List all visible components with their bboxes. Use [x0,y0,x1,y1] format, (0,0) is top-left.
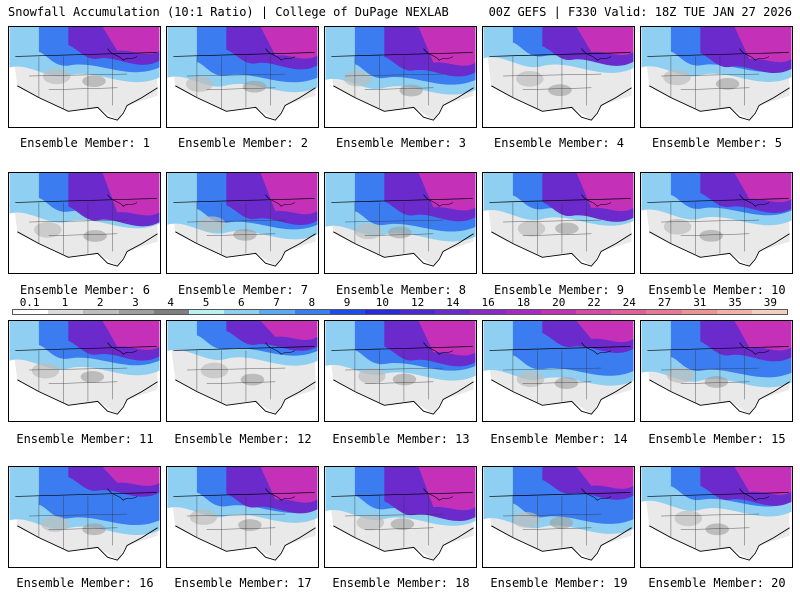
ensemble-member-label: Ensemble Member: 20 [648,576,786,590]
legend-tick-label: 16 [481,296,495,309]
ensemble-member-label: Ensemble Member: 19 [490,576,628,590]
legend-swatch [13,310,49,314]
ensemble-map-panel [166,26,319,128]
ensemble-member-label: Ensemble Member: 14 [490,432,628,446]
legend-swatch [188,310,225,314]
legend-swatch [681,310,717,314]
ensemble-map-panel [166,320,319,422]
legend-tick-label: 0.1 [19,296,40,309]
ensemble-map-panel [482,172,635,274]
legend-tick-label: 14 [446,296,460,309]
ensemble-map-panel [8,26,161,128]
ensemble-member-label: Ensemble Member: 10 [648,283,786,297]
legend-tick-label: 27 [657,296,672,309]
ensemble-member-label: Ensemble Member: 5 [651,136,783,150]
ensemble-member-label: Ensemble Member: 15 [648,432,786,446]
legend-swatch [751,310,788,314]
ensemble-map-panel [482,26,635,128]
run-valid-time: 00Z GEFS | F330 Valid: 18Z TUE JAN 27 20… [488,5,792,19]
ensemble-member-label: Ensemble Member: 6 [19,283,151,297]
header: Snowfall Accumulation (10:1 Ratio) | Col… [0,0,800,24]
legend-swatch [224,310,260,314]
legend-swatch [576,310,612,314]
ensemble-map-panel [166,466,319,568]
ensemble-member-label: Ensemble Member: 11 [16,432,154,446]
legend-tick-label: 22 [587,296,601,309]
legend-tick-label: 10 [375,296,389,309]
legend-swatch [118,310,154,314]
ensemble-map-panel [640,172,793,274]
legend-swatch [153,310,189,314]
snowfall-color-legend: 0.1 1 2 3 4 5 6 7 8 9 10 12 14 16 18 20 22 24 27 31 35 39 [8,296,792,318]
ensemble-map-panel [166,172,319,274]
ensemble-map-panel [640,26,793,128]
ensemble-map-panel [482,466,635,568]
legend-tick-label: 7 [273,296,280,309]
legend-tick-label: 35 [728,296,742,309]
ensemble-member-label: Ensemble Member: 8 [335,283,467,297]
legend-tick-label: 1 [61,296,69,309]
legend-swatch [294,310,330,314]
legend-swatch [435,310,471,314]
ensemble-member-label: Ensemble Member: 3 [335,136,467,150]
ensemble-member-label: Ensemble Member: 9 [493,283,625,297]
chart-title: Snowfall Accumulation (10:1 Ratio) | Col… [8,5,449,19]
legend-tick-label: 24 [622,296,636,309]
ensemble-member-label: Ensemble Member: 2 [177,136,309,150]
ensemble-map-panel [324,320,477,422]
ensemble-map-panel [8,172,161,274]
legend-swatch [48,310,84,314]
legend-swatch [364,310,401,314]
ensemble-map-panel [8,466,161,568]
legend-swatch [329,310,365,314]
legend-tick-label: 20 [552,296,566,309]
legend-tick-label: 31 [693,296,707,309]
legend-swatch [470,310,506,314]
ensemble-member-label: Ensemble Member: 13 [332,432,470,446]
legend-swatch [505,310,541,314]
ensemble-map-panel [640,320,793,422]
legend-tick-label: 4 [167,296,175,309]
legend-tick-label: 8 [308,296,316,309]
legend-swatch [646,310,682,314]
ensemble-member-label: Ensemble Member: 4 [493,136,625,150]
legend-tick-label: 39 [763,296,777,309]
legend-swatch [259,310,295,314]
legend-tick-label: 12 [411,296,425,309]
ensemble-map-panel [324,466,477,568]
ensemble-member-label: Ensemble Member: 12 [174,432,312,446]
ensemble-map-panel [324,172,477,274]
legend-tick-label: 2 [96,296,104,309]
ensemble-member-label: Ensemble Member: 1 [19,136,151,150]
legend-tick-label: 18 [516,296,531,309]
legend-tick-label: 5 [202,296,210,309]
ensemble-member-label: Ensemble Member: 17 [174,576,312,590]
ensemble-map-panel [482,320,635,422]
legend-tick-label: 3 [132,296,139,309]
legend-swatch [83,310,119,314]
legend-swatch [716,310,752,314]
legend-color-bar [12,309,788,315]
ensemble-map-panel [640,466,793,568]
legend-swatch [540,310,576,314]
legend-swatch [611,310,647,314]
ensemble-member-label: Ensemble Member: 16 [16,576,154,590]
legend-swatch [400,310,436,314]
ensemble-member-label: Ensemble Member: 7 [177,283,309,297]
legend-tick-label: 9 [343,296,351,309]
ensemble-member-label: Ensemble Member: 18 [332,576,470,590]
ensemble-map-panel [324,26,477,128]
legend-tick-label: 6 [237,296,245,309]
ensemble-map-panel [8,320,161,422]
